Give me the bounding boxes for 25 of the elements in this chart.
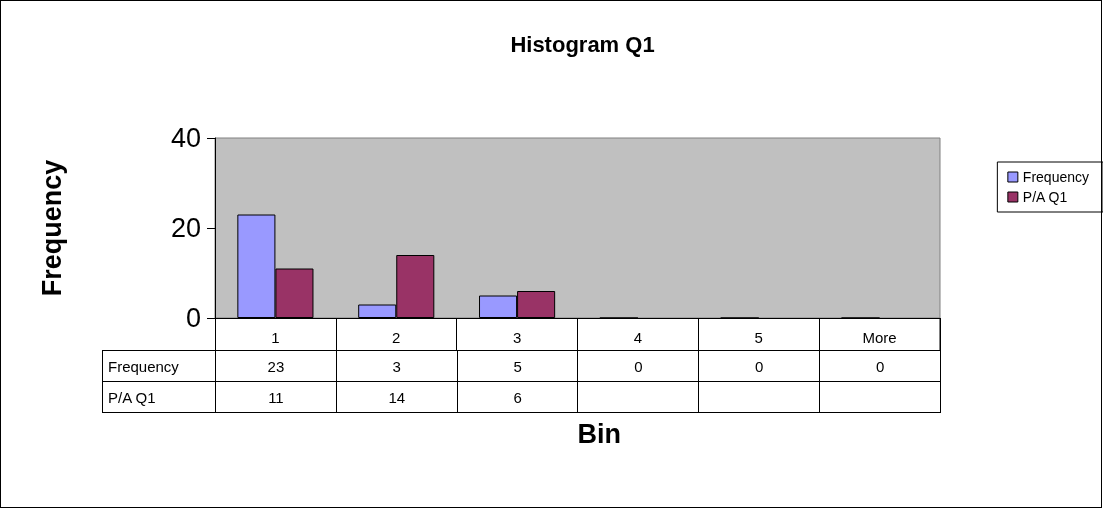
data-label: 5 xyxy=(457,350,578,382)
y-axis-title: Frequency xyxy=(36,159,67,297)
x-tick-label: 2 xyxy=(392,329,401,346)
y-tick-label: 0 xyxy=(185,303,201,333)
x-tick-label: 5 xyxy=(754,329,763,346)
data-label: 3 xyxy=(336,350,458,382)
x-tick-label: 1 xyxy=(271,329,280,346)
legend-label: Frequency xyxy=(1022,169,1090,185)
x-tick-label: 3 xyxy=(512,329,522,346)
data-label: 0 xyxy=(819,350,941,382)
data-label: 0 xyxy=(698,350,820,382)
text: P/A Q1 xyxy=(108,388,156,406)
legend-label: P/A Q1 xyxy=(1022,189,1068,205)
y-tick-label: 20 xyxy=(170,213,201,243)
y-tick-label: 40 xyxy=(170,123,201,153)
data-label: 14 xyxy=(336,381,458,413)
data-label: 11 xyxy=(215,381,337,413)
chart-title: Histogram Q1 xyxy=(510,31,655,57)
data-label: 0 xyxy=(577,350,699,382)
x-tick-label: 4 xyxy=(633,329,643,346)
data-label: 6 xyxy=(457,381,578,413)
x-tick-label: More xyxy=(862,329,897,346)
x-axis-title: Bin xyxy=(577,418,621,449)
text: Frequency xyxy=(108,357,179,375)
data-label: 23 xyxy=(215,350,337,382)
